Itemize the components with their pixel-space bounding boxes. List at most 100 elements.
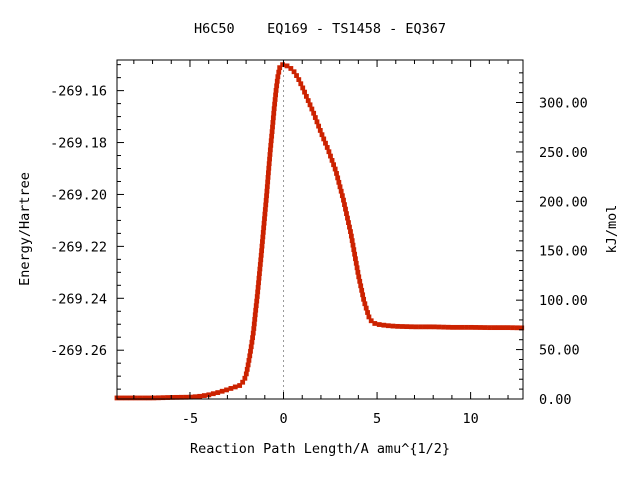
data-point (260, 239, 265, 244)
y2-tick-label: 300.00 (539, 95, 588, 111)
data-point (255, 289, 261, 295)
data-point (240, 379, 246, 385)
data-point (156, 395, 161, 401)
data-point (246, 357, 252, 363)
data-point (431, 324, 437, 330)
data-point (249, 339, 255, 345)
data-point (270, 115, 276, 121)
data-point (219, 388, 225, 394)
data-point (459, 324, 465, 330)
data-point (169, 395, 175, 400)
data-point (395, 323, 400, 329)
data-point (248, 348, 253, 354)
data-point (264, 184, 270, 189)
data-point (192, 394, 198, 400)
data-point (344, 211, 349, 217)
data-point (473, 325, 479, 330)
data-point (267, 147, 273, 153)
series-layer (114, 62, 525, 401)
data-point (267, 156, 272, 162)
data-point (296, 77, 302, 82)
data-point (346, 220, 351, 225)
y2-tick-label: 250.00 (539, 145, 588, 161)
data-point (165, 395, 170, 400)
y-tick-label: -269.20 (50, 187, 107, 203)
data-point (274, 78, 280, 84)
data-point (137, 395, 143, 401)
data-point (342, 202, 347, 208)
data-point (354, 265, 360, 271)
data-point (253, 307, 259, 313)
data-point (243, 371, 249, 377)
data-point (272, 101, 278, 107)
data-point (422, 324, 428, 330)
data-point (323, 140, 328, 146)
data-point (505, 325, 511, 331)
data-point (256, 275, 262, 281)
data-point (262, 216, 267, 222)
data-point (275, 74, 281, 80)
data-point (188, 394, 193, 400)
data-point (237, 383, 243, 388)
y2-tick-label: 200.00 (539, 194, 588, 210)
data-point (277, 65, 283, 71)
series-line (117, 64, 524, 399)
data-point (268, 142, 274, 148)
data-point (441, 324, 446, 330)
data-point (252, 316, 258, 322)
data-point (352, 251, 358, 257)
data-point (427, 324, 433, 330)
data-point (273, 92, 278, 98)
data-point (248, 344, 254, 350)
data-point (256, 280, 261, 286)
data-point (349, 238, 355, 244)
data-point (343, 206, 348, 212)
data-point (334, 171, 339, 176)
data-point (265, 179, 271, 185)
data-point (178, 394, 184, 400)
data-point (294, 73, 299, 78)
data-point (335, 175, 341, 181)
data-point (269, 129, 275, 134)
data-point (353, 256, 358, 262)
data-point (266, 170, 271, 176)
data-point (360, 292, 366, 298)
data-point (366, 314, 372, 320)
data-point (519, 325, 525, 331)
data-point (353, 260, 359, 266)
data-point (496, 325, 502, 331)
ticks-layer: -5 0 5 10 -269.26 -269.24 -269.22 -269.20 -269.1… (50, 60, 588, 427)
data-point (128, 395, 134, 401)
data-point (329, 157, 335, 163)
data-point (244, 366, 250, 372)
y-axis-label: Energy/Hartree (17, 172, 33, 286)
data-point (254, 294, 260, 299)
data-point (197, 393, 203, 399)
data-point (263, 197, 269, 203)
data-point (250, 330, 256, 336)
data-point (262, 207, 268, 212)
data-point (482, 325, 488, 330)
data-point (266, 161, 272, 167)
data-point (298, 81, 304, 87)
data-point (348, 233, 354, 239)
data-point (269, 133, 275, 139)
data-point (201, 393, 207, 398)
data-point (332, 166, 338, 172)
data-point (271, 110, 277, 116)
data-point (272, 97, 278, 102)
data-point (133, 395, 138, 401)
data-point (119, 395, 124, 401)
data-point (326, 149, 332, 155)
data-point (368, 318, 374, 324)
data-point (445, 324, 451, 330)
data-point (309, 106, 315, 112)
data-point (336, 179, 342, 185)
data-point (254, 298, 260, 304)
data-point (258, 252, 264, 258)
data-point (305, 98, 311, 103)
data-point (436, 324, 442, 330)
data-point (347, 224, 352, 230)
